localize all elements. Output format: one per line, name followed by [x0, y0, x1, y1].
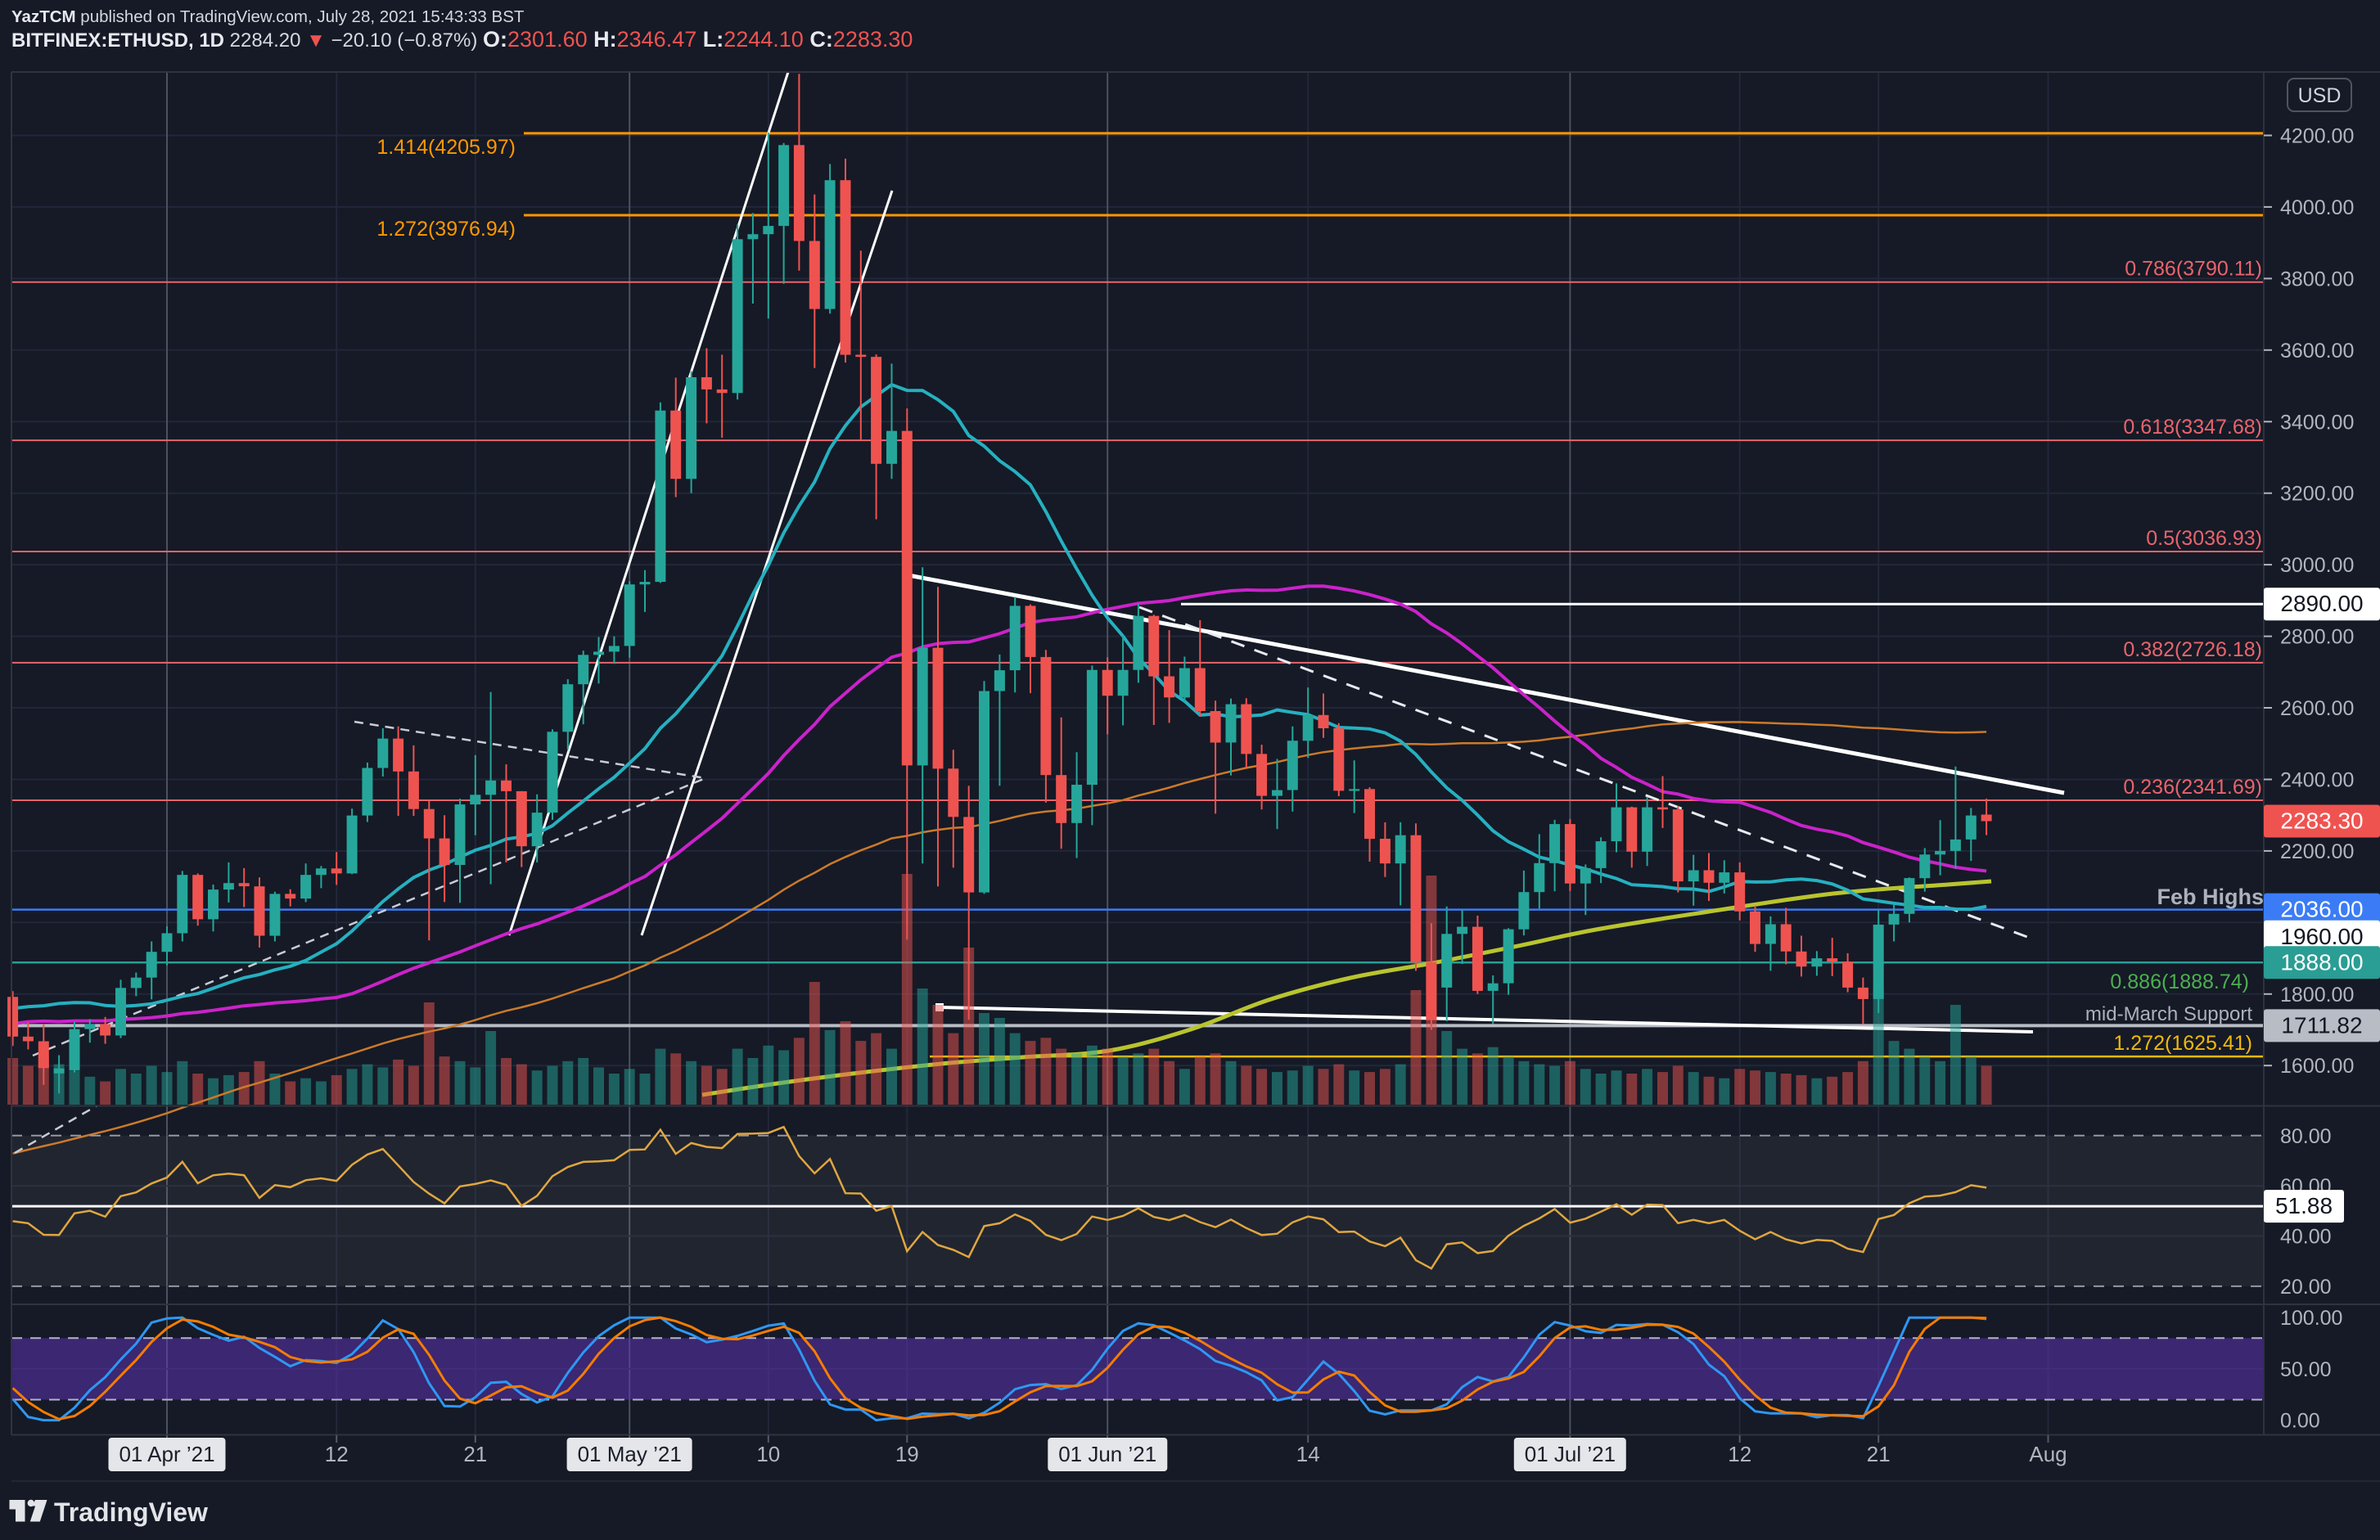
svg-text:TradingView: TradingView	[54, 1497, 208, 1527]
svg-text:80.00: 80.00	[2280, 1125, 2332, 1148]
svg-text:1711.82: 1711.82	[2281, 1012, 2362, 1038]
svg-text:4200.00: 4200.00	[2280, 125, 2354, 148]
svg-text:USD: USD	[2298, 84, 2342, 107]
svg-text:2890.00: 2890.00	[2280, 591, 2363, 616]
svg-text:2200.00: 2200.00	[2280, 840, 2354, 863]
svg-text:2600.00: 2600.00	[2280, 697, 2354, 720]
svg-text:01 Jun ’21: 01 Jun ’21	[1058, 1442, 1156, 1466]
svg-text:21: 21	[463, 1442, 487, 1466]
svg-text:40.00: 40.00	[2280, 1226, 2332, 1249]
svg-text:0.236(2341.69): 0.236(2341.69)	[2123, 776, 2262, 799]
svg-text:1888.00: 1888.00	[2280, 949, 2363, 975]
svg-text:0.786(3790.11): 0.786(3790.11)	[2125, 258, 2262, 281]
svg-text:0.00: 0.00	[2280, 1410, 2320, 1433]
svg-text:Feb Highs: Feb Highs	[2157, 885, 2264, 909]
svg-text:20.00: 20.00	[2280, 1276, 2332, 1299]
svg-text:3200.00: 3200.00	[2280, 483, 2354, 506]
svg-text:3000.00: 3000.00	[2280, 554, 2354, 577]
svg-text:4000.00: 4000.00	[2280, 196, 2354, 219]
svg-text:1960.00: 1960.00	[2280, 924, 2363, 949]
svg-text:14: 14	[1296, 1442, 1320, 1466]
svg-text:50.00: 50.00	[2280, 1358, 2332, 1381]
svg-text:3400.00: 3400.00	[2280, 411, 2354, 434]
svg-text:10: 10	[756, 1442, 780, 1466]
svg-text:0.886(1888.74): 0.886(1888.74)	[2110, 970, 2249, 993]
svg-text:1.414(4205.97): 1.414(4205.97)	[376, 136, 516, 159]
svg-text:1800.00: 1800.00	[2280, 984, 2354, 1006]
svg-text:2036.00: 2036.00	[2280, 897, 2363, 922]
svg-text:3600.00: 3600.00	[2280, 340, 2354, 362]
svg-text:01 Jul ’21: 01 Jul ’21	[1525, 1442, 1616, 1466]
svg-text:21: 21	[1867, 1442, 1891, 1466]
svg-text:51.88: 51.88	[2275, 1193, 2333, 1218]
svg-text:BITFINEX:ETHUSD, 1D 2284.20 ▼: BITFINEX:ETHUSD, 1D 2284.20 ▼ −20.10 (−0…	[11, 27, 913, 52]
svg-text:100.00: 100.00	[2280, 1307, 2342, 1330]
svg-text:0.382(2726.18): 0.382(2726.18)	[2123, 638, 2262, 661]
svg-text:1.272(3976.94): 1.272(3976.94)	[376, 218, 516, 241]
svg-text:Aug: Aug	[2029, 1442, 2067, 1466]
svg-text:12: 12	[325, 1442, 349, 1466]
svg-text:YazTCM published on TradingVie: YazTCM published on TradingView.com, Jul…	[11, 7, 525, 26]
svg-text:0.618(3347.68): 0.618(3347.68)	[2123, 416, 2262, 439]
svg-text:0.5(3036.93): 0.5(3036.93)	[2146, 527, 2262, 550]
svg-text:2400.00: 2400.00	[2280, 769, 2354, 792]
svg-text:mid-March Support: mid-March Support	[2085, 1003, 2252, 1025]
svg-text:1.272(1625.41): 1.272(1625.41)	[2113, 1032, 2252, 1055]
svg-text:2800.00: 2800.00	[2280, 626, 2354, 649]
svg-text:01 May ’21: 01 May ’21	[578, 1442, 682, 1466]
svg-text:3800.00: 3800.00	[2280, 268, 2354, 290]
svg-text:2283.30: 2283.30	[2280, 808, 2363, 834]
svg-text:12: 12	[1728, 1442, 1751, 1466]
svg-text:19: 19	[895, 1442, 919, 1466]
svg-text:1600.00: 1600.00	[2280, 1055, 2354, 1078]
svg-text:01 Apr ’21: 01 Apr ’21	[119, 1442, 214, 1466]
